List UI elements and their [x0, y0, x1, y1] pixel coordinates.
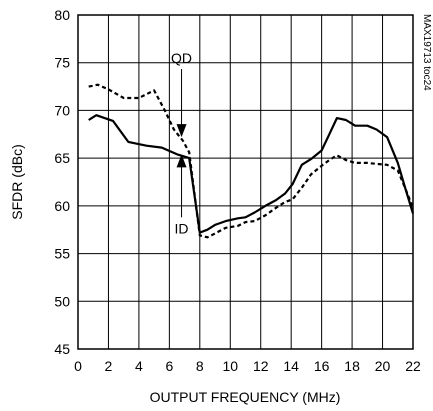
annotation-label-id: ID [175, 220, 189, 236]
x-tick-label: 2 [105, 358, 113, 374]
x-tick-label: 8 [196, 358, 204, 374]
series-lines [88, 83, 415, 239]
figure-code: MAX19713 toc24 [421, 14, 432, 91]
x-tick-label: 4 [135, 358, 143, 374]
x-tick-label: 22 [405, 358, 421, 374]
y-tick-label: 45 [54, 341, 70, 357]
y-tick-label: 80 [54, 7, 70, 23]
y-tick-label: 50 [54, 293, 70, 309]
y-axis-label: SFDR (dBc) [9, 144, 25, 219]
annotations: QD ID [171, 50, 192, 236]
x-tick-label: 16 [314, 358, 330, 374]
y-tick-labels: 45 50 55 60 65 70 75 80 [54, 7, 70, 357]
y-tick-label: 65 [54, 150, 70, 166]
series-line-qd [88, 83, 415, 239]
y-tick-label: 70 [54, 102, 70, 118]
x-tick-label: 6 [165, 358, 173, 374]
grid-lines [77, 14, 414, 350]
x-tick-label: 10 [222, 358, 238, 374]
annotation-arrowhead [176, 154, 187, 168]
annotation-label-qd: QD [171, 50, 192, 66]
plot-frame [77, 14, 414, 350]
x-axis-label: OUTPUT FREQUENCY (MHz) [150, 389, 341, 405]
x-tick-labels: 0 2 4 6 8 10 12 14 16 18 20 22 [74, 358, 421, 374]
series-line-id [88, 114, 415, 234]
annotation-arrowhead [176, 124, 187, 138]
y-tick-label: 55 [54, 246, 70, 262]
y-tick-label: 60 [54, 198, 70, 214]
y-tick-label: 75 [54, 55, 70, 71]
x-tick-label: 18 [344, 358, 360, 374]
x-tick-label: 12 [253, 358, 269, 374]
x-tick-label: 0 [74, 358, 82, 374]
x-tick-label: 20 [375, 358, 391, 374]
x-tick-label: 14 [283, 358, 299, 374]
